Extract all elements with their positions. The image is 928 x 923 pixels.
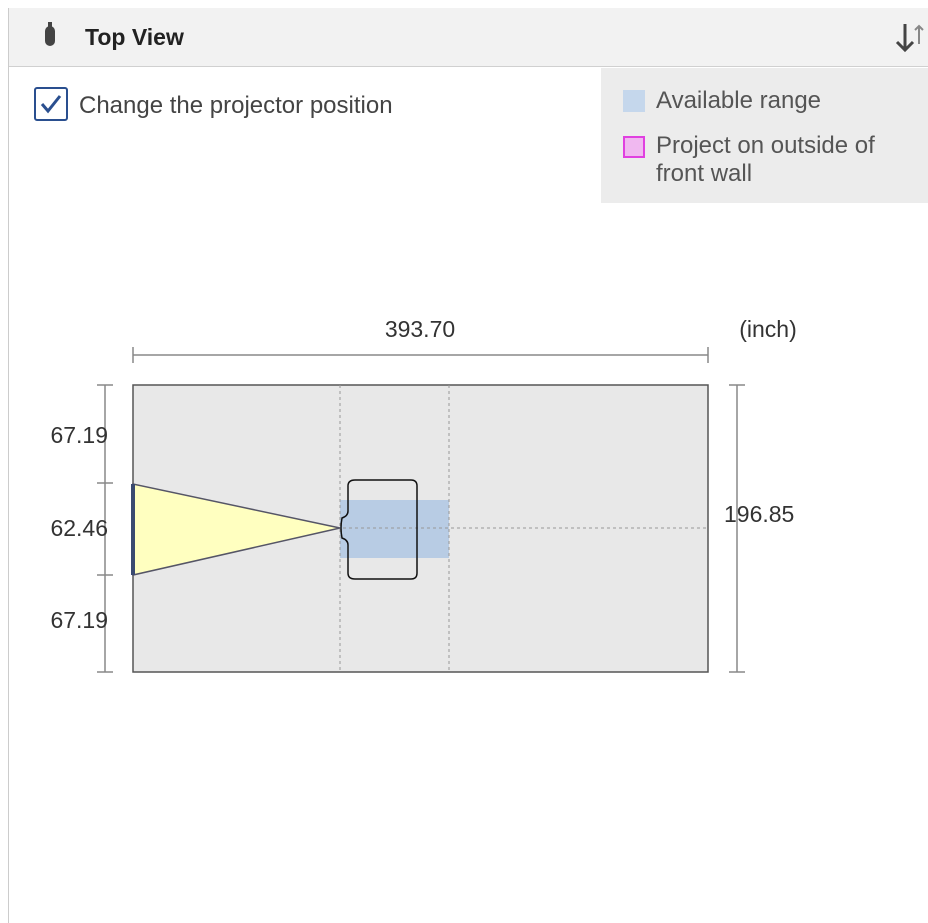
available-range <box>340 500 449 558</box>
top-view-panel: Top View Change the projector position A… <box>8 8 928 923</box>
projector[interactable] <box>340 479 418 580</box>
depth-label: 196.85 <box>724 501 794 527</box>
left-dim-label: 62.46 <box>50 515 108 541</box>
width-label: 393.70 <box>385 316 455 342</box>
header-icon <box>45 22 55 46</box>
checkbox[interactable] <box>34 87 68 121</box>
checkmark <box>40 95 62 114</box>
left-dim-label: 67.19 <box>50 422 108 448</box>
checkbox-label[interactable]: Change the projector position <box>79 92 393 119</box>
unit-label: (inch) <box>739 316 797 342</box>
legend-label: Project on outside of front wall <box>656 132 875 187</box>
header-title: Top View <box>85 24 184 50</box>
legend-swatch <box>623 136 645 158</box>
dimension-lines <box>97 347 745 673</box>
left-dim-label: 67.19 <box>50 607 108 633</box>
legend-swatch <box>623 90 645 112</box>
legend-label: Available range <box>656 87 822 114</box>
panel-header: Top View <box>9 8 928 67</box>
sort-icon[interactable] <box>891 20 928 60</box>
legend: Available range Project on outside of fr… <box>601 68 928 203</box>
